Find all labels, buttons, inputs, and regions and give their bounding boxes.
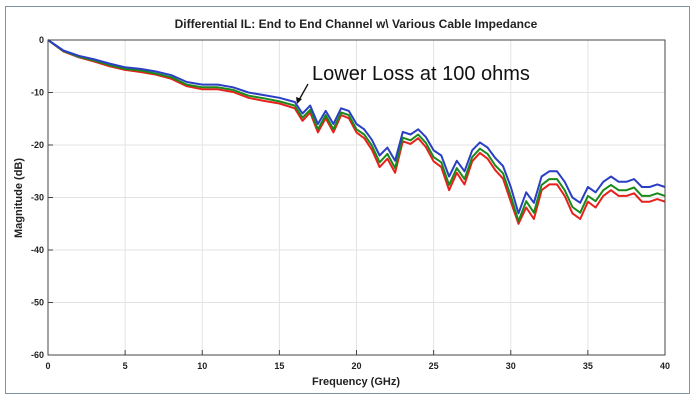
y-ticks: 0 -10 -20 -30 -40 -50 -60 <box>31 35 53 360</box>
annotation-text: Lower Loss at 100 ohms <box>312 63 530 85</box>
x-axis-label: Frequency (GHz) <box>312 376 400 388</box>
annotation-arrow <box>298 83 309 101</box>
series-line-blue <box>47 39 666 215</box>
x-ticks: 0 5 10 15 20 25 30 35 40 <box>45 350 670 371</box>
x-tick-label: 0 <box>45 361 50 371</box>
x-tick-label: 10 <box>197 361 207 371</box>
y-tick-label: -40 <box>31 245 44 255</box>
y-tick-label: -10 <box>31 88 44 98</box>
series-line-green <box>47 39 666 223</box>
y-tick-label: 0 <box>39 35 44 45</box>
x-tick-label: 30 <box>506 361 516 371</box>
x-tick-label: 35 <box>583 361 593 371</box>
x-tick-label: 25 <box>429 361 439 371</box>
x-tick-label: 5 <box>123 361 128 371</box>
x-tick-label: 20 <box>351 361 361 371</box>
x-tick-label: 40 <box>660 361 670 371</box>
x-tick-label: 15 <box>274 361 284 371</box>
y-tick-label: -60 <box>31 350 44 360</box>
y-tick-label: -30 <box>31 193 44 203</box>
y-axis-label: Magnitude (dB) <box>13 158 25 238</box>
chart-title: Differential IL: End to End Channel w\ V… <box>175 17 538 31</box>
series-group <box>47 39 666 225</box>
series-line-red <box>47 39 666 225</box>
y-tick-label: -50 <box>31 298 44 308</box>
chart-frame <box>5 6 690 394</box>
y-tick-label: -20 <box>31 140 44 150</box>
annotation-arrowhead <box>296 97 302 104</box>
